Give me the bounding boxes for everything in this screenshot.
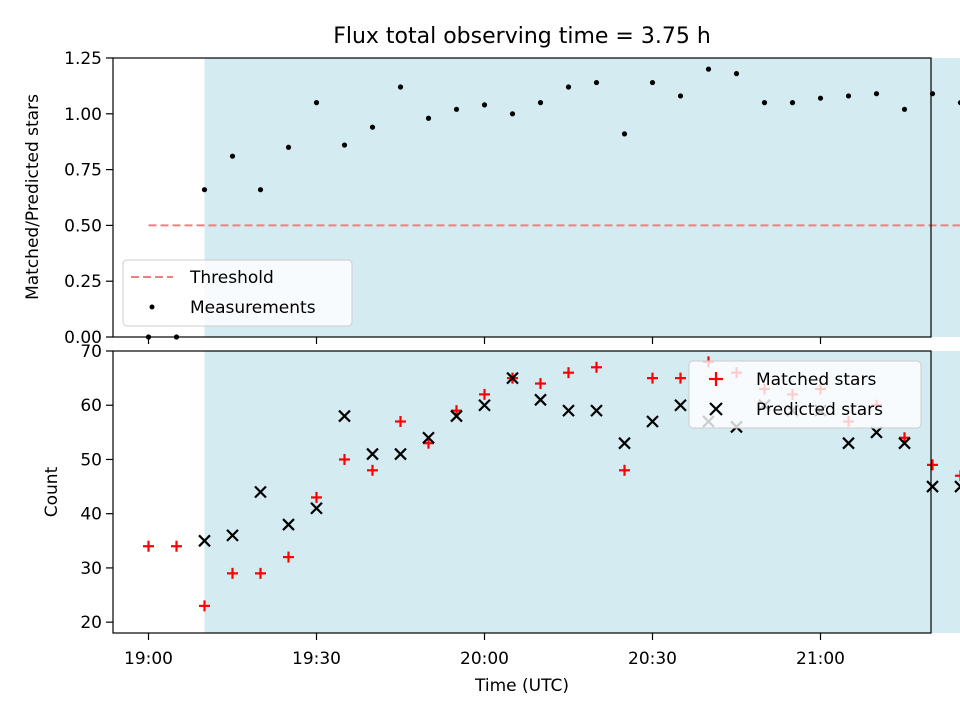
measurement-point (230, 154, 235, 159)
measurement-point (370, 125, 375, 130)
top-y-tick-label: 1.25 (64, 49, 102, 69)
x-tick-label: 21:00 (796, 649, 845, 669)
top-y-tick-label: 0.50 (64, 216, 102, 236)
measurement-point (314, 100, 319, 105)
measurement-point (202, 187, 207, 192)
top-y-tick-label: 0.25 (64, 272, 102, 292)
x-tick-label: 19:30 (292, 649, 341, 669)
measurement-point (874, 91, 879, 96)
top-legend: Threshold Measurements (123, 260, 352, 326)
measurement-point (622, 131, 627, 136)
measurement-point (818, 96, 823, 101)
measurement-point (678, 93, 683, 98)
measurement-point (706, 67, 711, 72)
measurement-point (286, 145, 291, 150)
x-tick-label: 20:30 (628, 649, 677, 669)
bottom-y-tick-label: 70 (80, 342, 102, 362)
measurement-point (902, 107, 907, 112)
measurement-point (482, 102, 487, 107)
bottom-y-tick-label: 20 (80, 613, 102, 633)
measurement-point (454, 107, 459, 112)
measurement-point (342, 142, 347, 147)
bottom-y-tick-label: 60 (80, 396, 102, 416)
measurement-point (790, 100, 795, 105)
bottom-y-tick-label: 50 (80, 450, 102, 470)
x-tick-label: 20:00 (460, 649, 509, 669)
legend-matched-label: Matched stars (756, 370, 876, 390)
x-axis-label: Time (UTC) (474, 676, 569, 696)
x-tick-label: 19:00 (124, 649, 173, 669)
bottom-y-tick-label: 40 (80, 505, 102, 525)
measurement-point (398, 84, 403, 89)
bottom-legend: Matched stars Predicted stars (689, 361, 921, 428)
top-y-tick-label: 1.00 (64, 105, 102, 125)
legend-threshold-label: Threshold (189, 268, 274, 288)
measurement-point (510, 111, 515, 116)
legend-predicted-label: Predicted stars (756, 400, 883, 420)
legend-measurement-swatch (150, 305, 155, 310)
measurement-point (566, 84, 571, 89)
measurement-point (762, 100, 767, 105)
measurement-point (538, 100, 543, 105)
measurement-point (426, 116, 431, 121)
measurement-point (846, 93, 851, 98)
measurement-point (594, 80, 599, 85)
top-y-tick-label: 0.75 (64, 161, 102, 181)
measurement-point (650, 80, 655, 85)
top-y-axis-label: Matched/Predicted stars (23, 94, 43, 300)
measurement-point (258, 187, 263, 192)
bottom-y-axis-label: Count (42, 466, 62, 517)
legend-measurements-label: Measurements (190, 298, 316, 318)
chart-title: Flux total observing time = 3.75 h (333, 24, 711, 49)
bottom-y-tick-label: 30 (80, 559, 102, 579)
measurement-point (734, 71, 739, 76)
